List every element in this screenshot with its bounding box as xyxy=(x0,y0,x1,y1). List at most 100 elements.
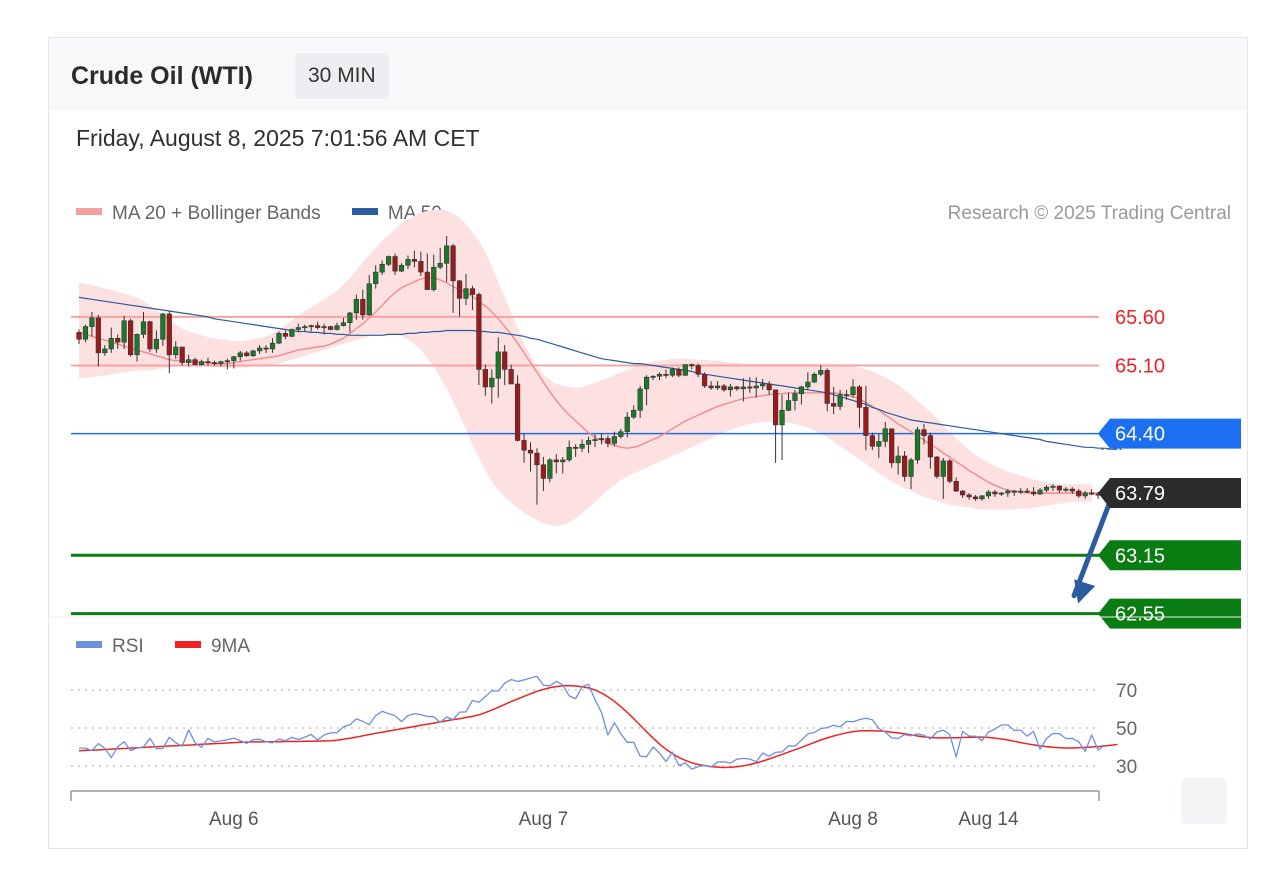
candle-body xyxy=(192,359,198,365)
rsi-axis-label-50: 50 xyxy=(1116,719,1137,740)
level-label-64.40: 64.40 xyxy=(1115,424,1165,446)
candle-body xyxy=(495,351,501,379)
candle-body xyxy=(418,261,424,273)
candle-body xyxy=(521,440,527,451)
candle-body xyxy=(895,455,901,464)
candle-body xyxy=(753,385,759,389)
candle-body xyxy=(876,441,882,447)
candle-body xyxy=(934,456,940,477)
candle-body xyxy=(211,362,218,365)
ma20-swatch xyxy=(76,208,102,216)
candle-body xyxy=(953,481,959,492)
candle-body xyxy=(901,455,908,477)
candle-body xyxy=(437,263,443,268)
candle-body xyxy=(721,385,727,391)
candle-body xyxy=(153,338,159,350)
candle-body xyxy=(424,271,430,290)
candle-body xyxy=(489,377,495,388)
candle-body xyxy=(708,385,714,389)
candle-body xyxy=(1056,485,1062,491)
watermark-logo xyxy=(1181,778,1227,824)
candles-group xyxy=(76,236,1108,505)
candle-body xyxy=(289,329,295,337)
timeframe-badge[interactable]: 30 MIN xyxy=(295,53,389,99)
rsi-axis-label-30: 30 xyxy=(1116,757,1137,778)
candle-body xyxy=(566,446,572,461)
candle-body xyxy=(714,385,721,389)
candle-body xyxy=(1037,489,1043,495)
candle-body xyxy=(534,452,540,466)
candle-body xyxy=(734,386,740,390)
candle-body xyxy=(785,400,792,411)
candle-body xyxy=(798,386,804,395)
candle-body xyxy=(676,369,682,376)
candle-body xyxy=(224,360,230,363)
candle-body xyxy=(824,370,830,404)
level-label-65.10: 65.10 xyxy=(1115,356,1165,378)
level-tag-63.15 xyxy=(1098,540,1241,571)
legend-rsi-label: RSI xyxy=(112,636,144,657)
candle-body xyxy=(727,386,734,391)
candle-body xyxy=(908,459,914,477)
candle-body xyxy=(373,271,379,285)
candle-body xyxy=(605,438,611,444)
candle-body xyxy=(747,386,753,389)
candle-body xyxy=(779,409,785,426)
candle-body xyxy=(308,325,314,328)
candle-body xyxy=(1030,491,1037,495)
candle-body xyxy=(579,444,585,449)
candle-body xyxy=(553,459,559,463)
x-tick-label: Aug 7 xyxy=(519,809,569,830)
candle-body xyxy=(340,322,347,326)
candle-body xyxy=(837,394,843,407)
candle-body xyxy=(1063,488,1069,491)
candle-body xyxy=(972,496,979,500)
legend-rsi[interactable]: RSI xyxy=(76,636,149,657)
candle-body xyxy=(95,317,101,354)
candle-body xyxy=(179,346,185,363)
candle-body xyxy=(856,386,863,408)
candle-body xyxy=(889,428,895,464)
chart-header: Crude Oil (WTI) 30 MIN xyxy=(49,38,1247,110)
legend-ma20-label: MA 20 + Bollinger Bands xyxy=(112,203,321,224)
candle-body xyxy=(631,409,637,418)
candle-body xyxy=(772,389,779,426)
candle-body xyxy=(244,352,250,357)
candle-body xyxy=(469,288,476,295)
candle-body xyxy=(585,440,592,445)
candle-body xyxy=(560,459,566,463)
x-tick-label: Aug 8 xyxy=(828,809,878,830)
candle-body xyxy=(128,320,134,356)
x-tick-label: Aug 14 xyxy=(958,809,1019,830)
level-label-63.15: 63.15 xyxy=(1115,545,1165,567)
candle-body xyxy=(347,312,353,323)
candle-body xyxy=(863,407,869,436)
legend-ma20-bollinger[interactable]: MA 20 + Bollinger Bands xyxy=(76,203,326,224)
candle-body xyxy=(663,373,669,376)
candle-body xyxy=(231,356,237,361)
candle-body xyxy=(843,394,850,397)
ma50-swatch xyxy=(351,208,378,216)
candle-body xyxy=(985,491,992,497)
candle-body xyxy=(302,326,308,329)
copyright-label: Research © 2025 Trading Central xyxy=(947,203,1231,224)
candle-body xyxy=(850,386,856,396)
candle-body xyxy=(947,460,953,482)
ma50-line xyxy=(78,296,1118,450)
rsi-9ma-swatch xyxy=(174,641,201,649)
candle-body xyxy=(147,321,153,350)
candle-body xyxy=(198,361,205,365)
candle-body xyxy=(1076,490,1082,497)
candle-body xyxy=(353,299,359,314)
candle-body xyxy=(540,464,547,479)
candle-body xyxy=(818,370,824,375)
candle-body xyxy=(385,256,392,265)
candle-body xyxy=(366,283,372,316)
candle-body xyxy=(940,460,946,477)
candle-body xyxy=(1024,490,1030,493)
level-tag-62.55 xyxy=(1098,598,1241,629)
candle-body xyxy=(514,383,521,441)
candle-body xyxy=(108,337,114,350)
legend-rsi-9ma[interactable]: 9MA xyxy=(174,636,250,657)
candle-body xyxy=(998,492,1004,495)
